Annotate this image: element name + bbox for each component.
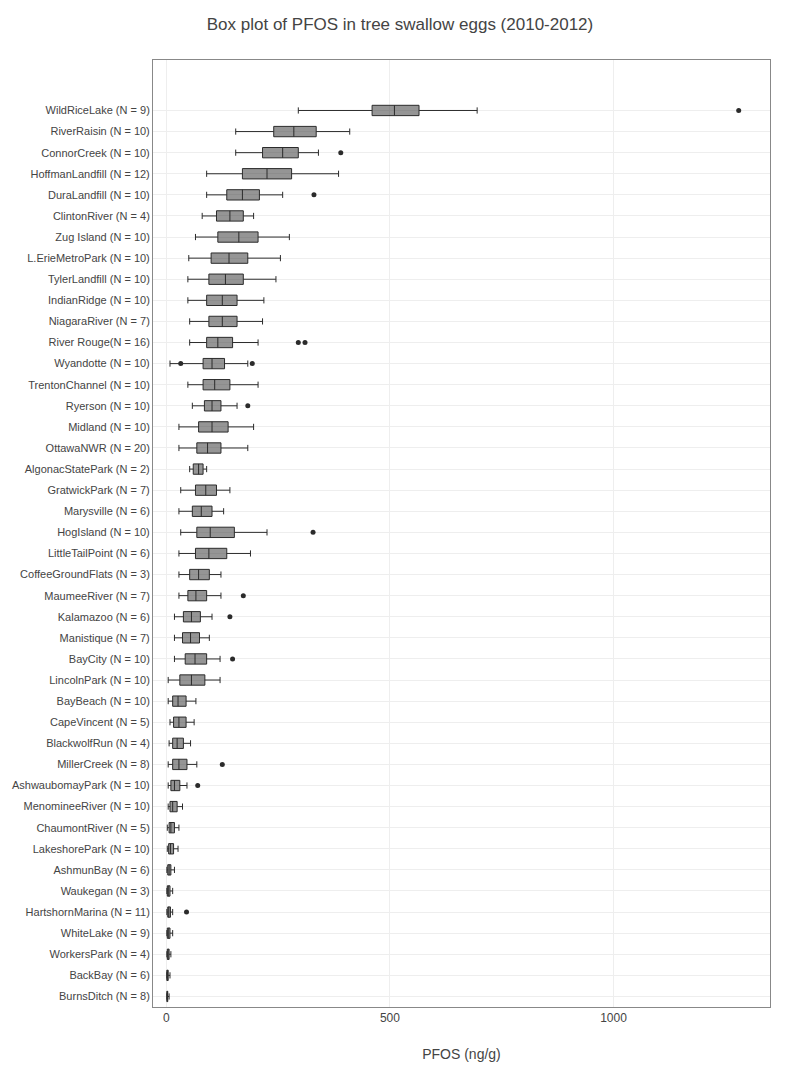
svg-text:OttawaNWR (N = 20): OttawaNWR (N = 20): [46, 442, 150, 454]
svg-text:GratwickPark (N = 7): GratwickPark (N = 7): [47, 484, 149, 496]
svg-text:Waukegan (N = 3): Waukegan (N = 3): [61, 885, 150, 897]
svg-text:AlgonacStatePark (N = 2): AlgonacStatePark (N = 2): [25, 463, 150, 475]
svg-text:WorkersPark (N = 4): WorkersPark (N = 4): [49, 948, 149, 960]
svg-text:MillerCreek (N = 8): MillerCreek (N = 8): [57, 758, 150, 770]
svg-text:Zug Island (N = 10): Zug Island (N = 10): [55, 231, 149, 243]
svg-text:NiagaraRiver (N = 7): NiagaraRiver (N = 7): [49, 315, 150, 327]
svg-text:BayCity (N = 10): BayCity (N = 10): [69, 653, 150, 665]
svg-text:Marysville (N = 6): Marysville (N = 6): [64, 505, 150, 517]
svg-text:ClintonRiver (N = 4): ClintonRiver (N = 4): [53, 210, 150, 222]
svg-text:MenomineeRiver (N = 10): MenomineeRiver (N = 10): [24, 800, 150, 812]
svg-text:BlackwolfRun (N = 4): BlackwolfRun (N = 4): [46, 737, 150, 749]
svg-text:PFOS (ng/g): PFOS (ng/g): [422, 1046, 501, 1062]
svg-text:ConnorCreek (N = 10): ConnorCreek (N = 10): [41, 147, 150, 159]
svg-text:Midland (N = 10): Midland (N = 10): [68, 421, 150, 433]
svg-text:500: 500: [380, 1011, 400, 1025]
svg-text:AshmunBay (N = 6): AshmunBay (N = 6): [54, 864, 150, 876]
svg-text:ChaumontRiver (N = 5): ChaumontRiver (N = 5): [36, 822, 149, 834]
svg-text:TylerLandfill (N = 10): TylerLandfill (N = 10): [48, 273, 150, 285]
svg-text:BayBeach (N = 10): BayBeach (N = 10): [57, 695, 150, 707]
svg-text:CapeVincent (N = 5): CapeVincent (N = 5): [50, 716, 150, 728]
svg-text:LakeshorePark (N = 10): LakeshorePark (N = 10): [33, 843, 150, 855]
svg-text:WhiteLake (N = 9): WhiteLake (N = 9): [61, 927, 150, 939]
svg-text:Box plot of PFOS in tree swall: Box plot of PFOS in tree swallow eggs (2…: [207, 15, 593, 34]
svg-text:L.ErieMetroPark (N = 10): L.ErieMetroPark (N = 10): [27, 252, 150, 264]
svg-text:1000: 1000: [600, 1011, 627, 1025]
svg-text:River Rouge(N = 16): River Rouge(N = 16): [49, 336, 150, 348]
svg-text:WildRiceLake (N = 9): WildRiceLake (N = 9): [46, 104, 150, 116]
svg-text:AshwaubomayPark (N = 10): AshwaubomayPark (N = 10): [12, 779, 150, 791]
svg-text:BackBay (N = 6): BackBay (N = 6): [69, 969, 149, 981]
svg-text:IndianRidge (N = 10): IndianRidge (N = 10): [48, 294, 150, 306]
svg-text:LincolnPark (N = 10): LincolnPark (N = 10): [49, 674, 150, 686]
svg-text:Ryerson (N = 10): Ryerson (N = 10): [66, 400, 150, 412]
svg-text:HoffmanLandfill (N = 12): HoffmanLandfill (N = 12): [30, 168, 149, 180]
svg-text:Manistique (N = 7): Manistique (N = 7): [60, 632, 150, 644]
svg-text:HogIsland (N = 10): HogIsland (N = 10): [57, 526, 150, 538]
svg-text:RiverRaisin (N = 10): RiverRaisin (N = 10): [50, 125, 149, 137]
svg-text:0: 0: [163, 1011, 170, 1025]
svg-text:TrentonChannel (N = 10): TrentonChannel (N = 10): [28, 379, 150, 391]
svg-text:Wyandotte (N = 10): Wyandotte (N = 10): [54, 357, 150, 369]
svg-text:CoffeeGroundFlats (N = 3): CoffeeGroundFlats (N = 3): [20, 568, 150, 580]
svg-text:LittleTailPoint (N = 6): LittleTailPoint (N = 6): [48, 547, 150, 559]
svg-text:BurnsDitch (N = 8): BurnsDitch (N = 8): [59, 990, 150, 1002]
svg-text:MaumeeRiver (N = 7): MaumeeRiver (N = 7): [44, 590, 149, 602]
svg-text:Kalamazoo (N = 6): Kalamazoo (N = 6): [58, 611, 150, 623]
svg-text:HartshornMarina (N = 11): HartshornMarina (N = 11): [26, 906, 150, 918]
svg-text:DuraLandfill (N = 10): DuraLandfill (N = 10): [48, 189, 150, 201]
